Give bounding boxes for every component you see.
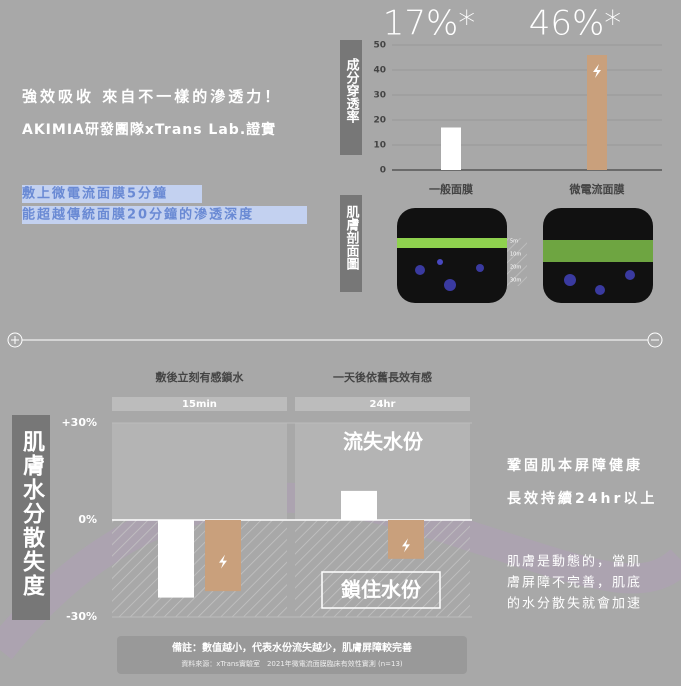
- y-tick-label: 20: [373, 116, 386, 126]
- y-axis-title: 肌膚水分散失度: [19, 430, 45, 598]
- y-tick-label: 30: [373, 91, 386, 101]
- y-axis-title: 成分穿透率: [344, 57, 360, 124]
- bar: [441, 127, 461, 170]
- bar: [388, 520, 424, 559]
- minus-icon: [647, 332, 663, 348]
- scale-label: 20m: [510, 265, 521, 271]
- panel-upper: [112, 423, 287, 520]
- highlight-bg: [22, 206, 307, 224]
- x-tick-label: 一般面膜: [429, 182, 473, 196]
- annotation: 流失水份: [343, 430, 424, 454]
- category-label: 一天後依舊長效有感: [333, 370, 432, 384]
- y-tick-label: 0: [380, 166, 386, 176]
- bar: [341, 490, 377, 520]
- scale-label: 5m: [510, 239, 518, 245]
- bar: [205, 520, 241, 592]
- highlight-text: 能超越傳統面膜20分鐘的滲透深度: [22, 207, 254, 223]
- scale-bg: [507, 238, 527, 286]
- claim-heading: 長效持續24hr以上: [507, 490, 657, 507]
- highlight-bg: [22, 185, 202, 203]
- skin-image: [543, 208, 653, 303]
- highlight-text: 敷上微電流面膜5分鐘: [22, 186, 168, 202]
- y-tick-label: 0%: [78, 513, 97, 526]
- bolt-icon: [402, 538, 410, 553]
- y-tick-label: 50: [373, 41, 386, 51]
- headline: 強效吸收 來自不一樣的滲透力！: [22, 88, 282, 106]
- skin-image: [397, 208, 507, 303]
- source: 資料來源：xTrans實驗室 2021年微電流面膜臨床有效性實測 (n=13): [181, 659, 403, 668]
- remark: 備註：數值越小，代表水份流失越少，肌膚屏障較完善: [172, 641, 412, 654]
- category-label: 敷後立刻有感鎖水: [156, 370, 245, 384]
- scale-label: 30m: [510, 278, 521, 284]
- value-label: 17%*: [383, 4, 476, 44]
- period-band: [295, 397, 470, 411]
- notes-box: [117, 636, 467, 674]
- section-title: 肌膚剖面圖: [344, 205, 360, 271]
- section-title-box: [340, 195, 362, 292]
- y-tick-label: +30%: [61, 416, 97, 429]
- y-tick-label: 40: [373, 66, 386, 76]
- annotation-box: [321, 571, 441, 609]
- claim-body: 的水分散失就會加速: [507, 596, 642, 612]
- x-tick-label: 微電流面膜: [569, 182, 625, 196]
- y-tick-label: -30%: [66, 610, 97, 623]
- panel-upper: [295, 423, 470, 520]
- axis-title-box: [12, 415, 50, 620]
- bar: [587, 55, 607, 170]
- claim-body: 肌膚是動態的，當肌: [507, 554, 642, 570]
- period-label: 24hr: [370, 399, 396, 410]
- bar: [158, 520, 194, 598]
- axis-title-box: [340, 40, 362, 155]
- plus-icon: [11, 336, 19, 344]
- annotation: 鎖住水份: [341, 578, 422, 602]
- claim-heading: 鞏固肌本屏障健康: [507, 457, 643, 474]
- bolt-icon: [219, 554, 227, 569]
- period-band: [112, 397, 287, 411]
- scale-label: 10m: [510, 252, 521, 258]
- plus-icon: [7, 332, 23, 348]
- bolt-icon: [593, 64, 601, 78]
- y-tick-label: 10: [373, 141, 386, 151]
- panel-lower: [112, 520, 287, 617]
- panel-lower: [295, 520, 470, 617]
- period-label: 15min: [182, 399, 217, 410]
- value-label: 46%*: [529, 4, 622, 44]
- subline: AKIMIA研發團隊xTrans Lab.證實: [22, 121, 276, 138]
- claim-body: 膚屏障不完善，肌底: [507, 575, 642, 591]
